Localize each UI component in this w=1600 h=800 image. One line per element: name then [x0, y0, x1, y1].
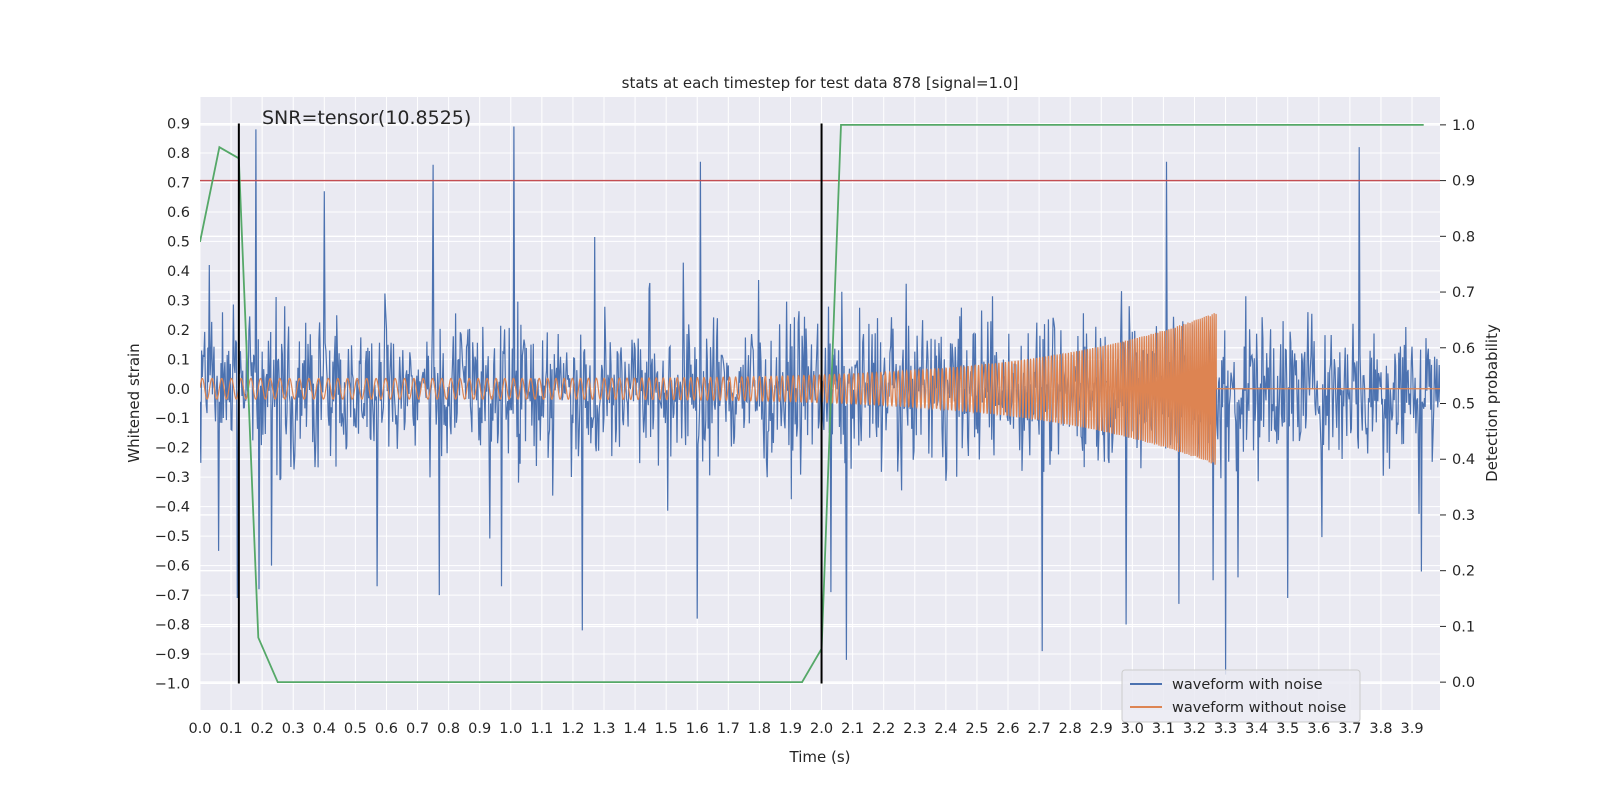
y-tick-label: 0.5 — [167, 234, 190, 250]
x-tick-label: 2.1 — [841, 721, 864, 737]
y-tick-label: 0.1 — [167, 352, 190, 368]
x-tick-label: 2.2 — [872, 721, 895, 737]
x-tick-label: 3.1 — [1152, 721, 1175, 737]
x-tick-label: 3.4 — [1245, 721, 1268, 737]
x-tick-label: 1.6 — [686, 721, 709, 737]
snr-annotation: SNR=tensor(10.8525) — [262, 107, 471, 129]
legend-label-noise: waveform with noise — [1172, 677, 1323, 693]
y2-tick-label: 0.8 — [1452, 229, 1475, 245]
x-tick-label: 2.0 — [810, 721, 833, 737]
x-tick-label: 2.9 — [1090, 721, 1113, 737]
y2-tick-label: 0.9 — [1452, 174, 1475, 190]
x-tick-label: 1.3 — [592, 721, 615, 737]
x-tick-label: 3.9 — [1400, 721, 1423, 737]
x-tick-label: 1.9 — [779, 721, 802, 737]
x-tick-label: 3.6 — [1307, 721, 1330, 737]
x-tick-label: 0.4 — [313, 721, 336, 737]
legend-label-without-noise: waveform without noise — [1172, 700, 1346, 716]
y-tick-label: 0.7 — [167, 175, 190, 191]
y-tick-label: −1.0 — [155, 676, 190, 692]
y2-tick-labels: 1.0 0.9 0.8 0.7 0.6 0.5 0.4 0.3 0.2 0.1 0.0 — [1440, 118, 1475, 691]
y-tick-label: 0.2 — [167, 323, 190, 339]
y-tick-label: −0.3 — [155, 470, 190, 486]
series-waveform-without-noise — [200, 313, 1440, 465]
x-tick-label: 0.8 — [437, 721, 460, 737]
y2-tick-label: 0.2 — [1452, 564, 1475, 580]
x-tick-label: 2.5 — [965, 721, 988, 737]
x-tick-label: 1.8 — [748, 721, 771, 737]
y-tick-label: 0.0 — [167, 382, 190, 398]
x-tick-label: 2.7 — [1028, 721, 1051, 737]
x-tick-label: 3.5 — [1276, 721, 1299, 737]
x-tick-label: 0.0 — [188, 721, 211, 737]
vertical-markers — [237, 123, 823, 684]
y2-tick-label: 0.0 — [1452, 675, 1475, 691]
y-tick-label: −0.1 — [155, 411, 190, 427]
y-tick-label: −0.5 — [155, 529, 190, 545]
x-tick-labels: 0.0 0.1 0.2 0.3 0.4 0.5 0.6 0.7 0.8 0.9 1.0 1.1 1.2 1… — [188, 721, 1423, 737]
x-tick-label: 1.5 — [655, 721, 678, 737]
y2-tick-label: 0.4 — [1452, 452, 1475, 468]
x-tick-label: 3.3 — [1214, 721, 1237, 737]
x-tick-label: 0.6 — [375, 721, 398, 737]
x-tick-label: 1.2 — [561, 721, 584, 737]
x-tick-label: 0.9 — [468, 721, 491, 737]
y-tick-label: −0.2 — [155, 441, 190, 457]
y2-tick-label: 0.3 — [1452, 508, 1475, 524]
series-detection-probability — [200, 124, 1424, 683]
x-tick-label: 0.3 — [282, 721, 305, 737]
y2-gridlines — [200, 124, 1440, 683]
y2-tick-label: 1.0 — [1452, 118, 1475, 134]
y-tick-label: −0.4 — [155, 500, 190, 516]
y-tick-label: 0.3 — [167, 293, 190, 309]
x-tick-label: 1.0 — [499, 721, 522, 737]
legend-box — [1121, 669, 1361, 723]
y-tick-label: 0.8 — [167, 146, 190, 162]
y-tick-label: −0.9 — [155, 647, 190, 663]
x-tick-label: 0.2 — [251, 721, 274, 737]
x-tick-label: 0.1 — [220, 721, 243, 737]
y2-tick-label: 0.6 — [1452, 341, 1475, 357]
legend: waveform with noise waveform without noi… — [1121, 669, 1361, 723]
x-tick-label: 3.7 — [1338, 721, 1361, 737]
y-tick-label: 0.4 — [167, 264, 190, 280]
x-tick-label: 1.7 — [717, 721, 740, 737]
x-axis-label: Time (s) — [789, 748, 851, 766]
x-tick-label: 1.1 — [530, 721, 553, 737]
y-tick-label: −0.7 — [155, 588, 190, 604]
y-tick-label: 0.9 — [167, 117, 190, 133]
y-tick-label: 0.6 — [167, 205, 190, 221]
y-tick-label: −0.6 — [155, 559, 190, 575]
x-tick-label: 3.0 — [1121, 721, 1144, 737]
x-tick-label: 3.2 — [1183, 721, 1206, 737]
chart-title: stats at each timestep for test data 878… — [622, 74, 1019, 92]
x-tick-label: 0.7 — [406, 721, 429, 737]
y-tick-labels: 0.9 0.8 0.7 0.6 0.5 0.4 0.3 0.2 0.1 0.0 −0.1 −0.2 −0… — [155, 117, 190, 693]
y-axis-label: Whitened strain — [125, 343, 143, 462]
y2-tick-label: 0.5 — [1452, 397, 1475, 413]
y2-tick-label: 0.7 — [1452, 285, 1475, 301]
x-tick-label: 3.8 — [1369, 721, 1392, 737]
x-tick-label: 2.3 — [903, 721, 926, 737]
x-tick-label: 0.5 — [344, 721, 367, 737]
x-tick-label: 2.4 — [934, 721, 957, 737]
x-tick-label: 2.6 — [996, 721, 1019, 737]
y-tick-label: −0.8 — [155, 618, 190, 634]
y2-axis-label: Detection probability — [1483, 324, 1501, 482]
y2-tick-label: 0.1 — [1452, 619, 1475, 635]
x-tick-label: 1.4 — [624, 721, 647, 737]
x-tick-label: 2.8 — [1059, 721, 1082, 737]
